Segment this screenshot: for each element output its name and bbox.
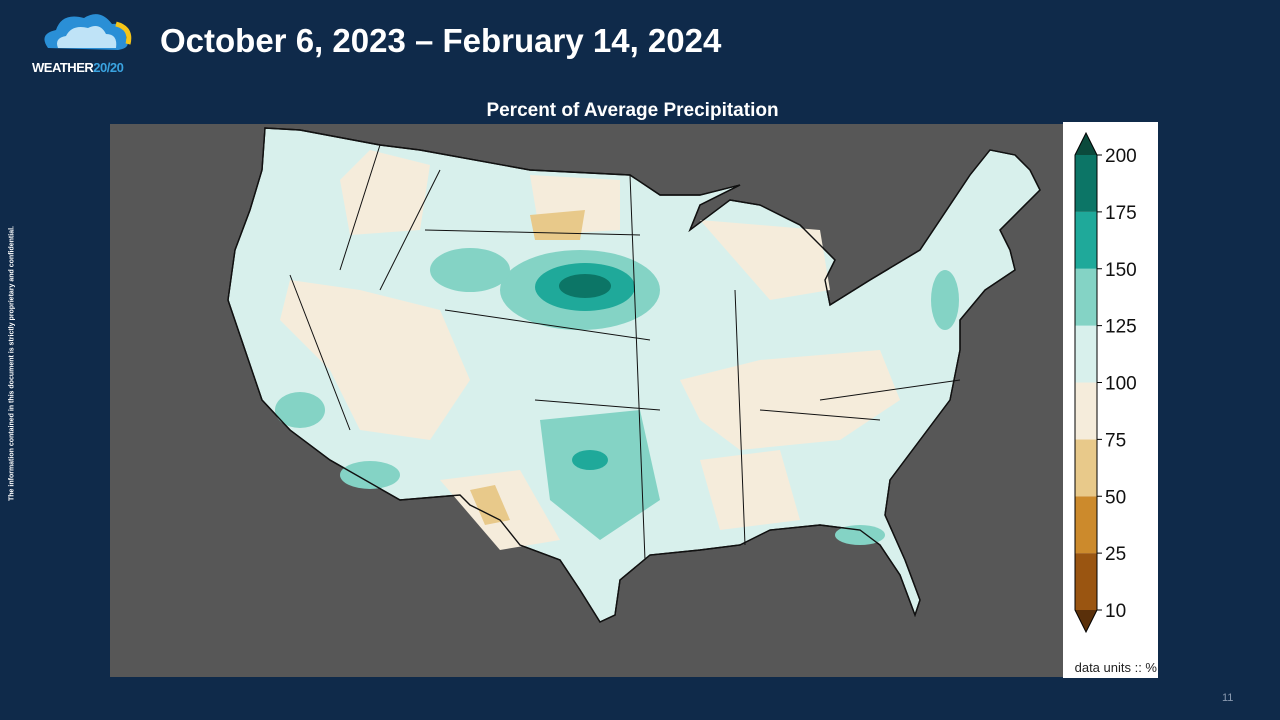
colorbar-tick-label: 25	[1105, 544, 1126, 565]
colorbar-segment	[1075, 382, 1097, 440]
colorbar-segment	[1075, 211, 1097, 269]
logo-text: WEATHER20/20	[32, 60, 124, 75]
colorbar-segment	[1075, 496, 1097, 554]
colorbar-tick-label: 150	[1105, 260, 1137, 281]
colorbar-tick-label: 10	[1105, 601, 1126, 622]
colorbar-under	[1075, 610, 1097, 632]
colorbar-tick-label: 175	[1105, 203, 1137, 224]
colorbar-segment	[1075, 553, 1097, 610]
colorbar-segment	[1075, 325, 1097, 383]
colorbar-over	[1075, 133, 1097, 155]
map-title: Percent of Average Precipitation	[486, 100, 779, 121]
colorbar-segment	[1075, 155, 1097, 212]
colorbar-segment	[1075, 268, 1097, 326]
colorbar-tick-label: 125	[1105, 317, 1137, 338]
units-note: data units :: %	[1075, 660, 1158, 675]
slide-title: October 6, 2023 – February 14, 2024	[160, 22, 722, 59]
us-map	[227, 127, 1041, 623]
colorbar-segment	[1075, 439, 1097, 497]
colorbar-tick-label: 50	[1105, 487, 1126, 508]
colorbar-tick-label: 100	[1105, 374, 1137, 395]
page-number: 11	[1222, 692, 1234, 704]
logo	[44, 14, 132, 50]
colorbar-tick-label: 75	[1105, 430, 1126, 451]
colorbar: 10 25 50 75 100 125 150 175 200	[1074, 131, 1137, 634]
colorbar-tick-label: 200	[1105, 146, 1137, 167]
